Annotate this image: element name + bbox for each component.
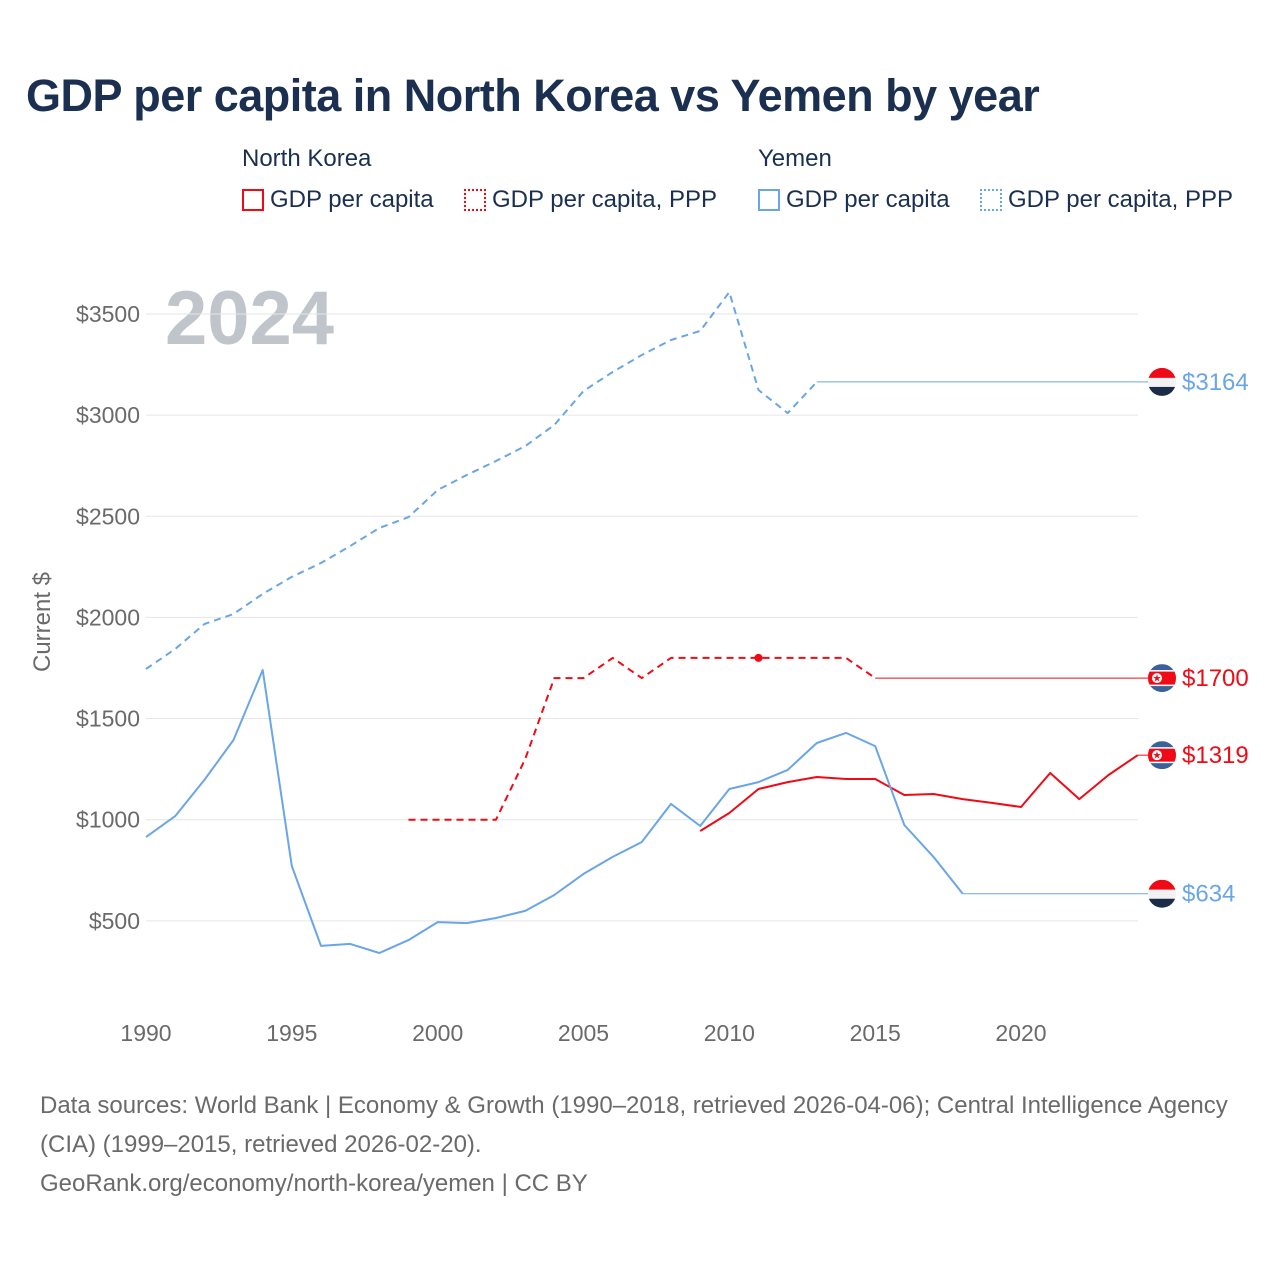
yemen-flag-icon: [1148, 879, 1176, 908]
legend-label: GDP per capita: [270, 186, 434, 213]
end-value-label: $3164: [1182, 369, 1249, 396]
x-tick-label: 2015: [850, 1020, 901, 1046]
flag-stripe: [1148, 377, 1176, 387]
y-tick-label: $3000: [76, 402, 140, 428]
x-tick-label: 2020: [995, 1020, 1046, 1046]
flag-body: [1148, 367, 1176, 396]
credit-link[interactable]: GeoRank.org/economy/north-korea/yemen | …: [40, 1170, 588, 1197]
end-value-label: $634: [1182, 881, 1235, 908]
chart-title: GDP per capita in North Korea vs Yemen b…: [26, 70, 1040, 121]
flag-stripe: [1148, 898, 1176, 908]
legend-label: GDP per capita, PPP: [1008, 186, 1233, 213]
flag-body: ★: [1148, 664, 1176, 693]
series-line-yemen-gdp-per-capita: [145, 669, 964, 954]
y-tick-label: $500: [89, 908, 140, 934]
flag-body: [1148, 879, 1176, 908]
legend-item-yemen-gdp[interactable]: GDP per capita: [758, 186, 950, 214]
y-tick-label: $1000: [76, 807, 140, 833]
legend-label: GDP per capita, PPP: [492, 186, 717, 213]
y-tick-label: $2500: [76, 503, 140, 529]
y-tick-label: $3500: [76, 301, 140, 327]
legend-group-north-korea: North Korea: [242, 145, 372, 172]
series-line-yemen-gdp-per-capita-ppp: [145, 291, 818, 670]
yemen-flag-icon: [1148, 367, 1176, 396]
legend-item-yemen-ppp[interactable]: GDP per capita, PPP: [980, 186, 1233, 214]
flag-disc: [1152, 673, 1162, 684]
legend-swatch-solid-red: [242, 189, 264, 211]
flag-stripe: [1148, 879, 1176, 890]
x-tick-label: 2000: [412, 1020, 463, 1046]
year-watermark: 2024: [165, 276, 334, 361]
north-korea-flag-icon: ★: [1148, 664, 1176, 693]
flag-disc: [1152, 750, 1162, 761]
x-tick-label: 1995: [266, 1020, 317, 1046]
series-line-north-korea-gdp-per-capita: [699, 754, 1139, 832]
x-tick-label: 2005: [558, 1020, 609, 1046]
legend-item-nk-ppp[interactable]: GDP per capita, PPP: [464, 186, 717, 214]
data-point-marker: [754, 653, 763, 662]
data-sources: Data sources: World Bank | Economy & Gro…: [40, 1092, 1228, 1158]
y-tick-label: $1500: [76, 706, 140, 732]
y-tick-label: $2000: [76, 604, 140, 630]
legend-swatch-dotted-blue: [980, 189, 1002, 211]
legend-label: GDP per capita: [786, 186, 950, 213]
flag-stripe: [1148, 386, 1176, 396]
x-tick-label: 1990: [120, 1020, 171, 1046]
flag-body: ★: [1148, 741, 1176, 770]
flag-stripe: [1148, 367, 1176, 378]
y-axis-label: Current $: [29, 572, 56, 672]
legend-swatch-dotted-red: [464, 189, 486, 211]
flag-stripe: [1148, 889, 1176, 899]
series-line-north-korea-gdp-per-capita-ppp: [408, 656, 876, 821]
x-tick-label: 2010: [704, 1020, 755, 1046]
footer: Data sources: World Bank | Economy & Gro…: [40, 1086, 1250, 1203]
end-value-label: $1319: [1182, 742, 1249, 769]
legend-group-yemen: Yemen: [758, 145, 832, 172]
flag-star: ★: [1153, 674, 1162, 685]
end-value-label: $1700: [1182, 665, 1249, 692]
flag-star: ★: [1153, 751, 1162, 762]
legend-swatch-solid-blue: [758, 189, 780, 211]
north-korea-flag-icon: ★: [1148, 741, 1176, 770]
legend-item-nk-gdp[interactable]: GDP per capita: [242, 186, 434, 214]
